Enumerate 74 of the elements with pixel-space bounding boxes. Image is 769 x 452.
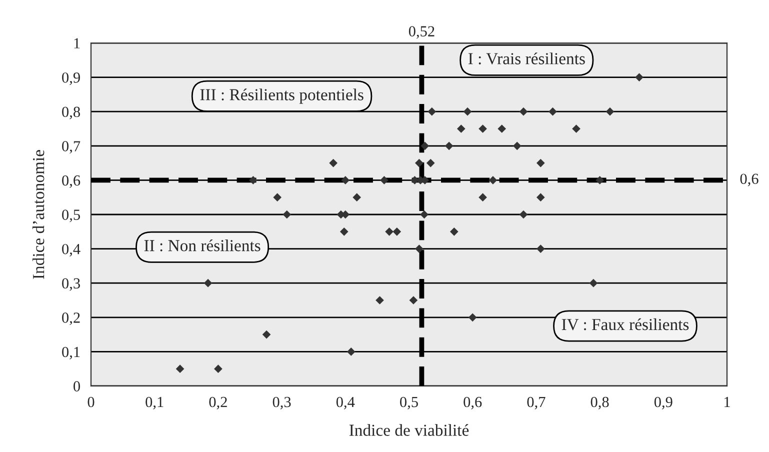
point: [478, 124, 487, 133]
point: [204, 278, 212, 288]
point: [329, 158, 338, 168]
annotation: IV : Faux résilients: [562, 318, 689, 330]
point: [262, 330, 271, 339]
point: [488, 176, 498, 184]
point: [572, 124, 580, 133]
point: [536, 158, 545, 168]
y-tick-label: 0: [74, 381, 80, 392]
y-tick-label: 0,1: [62, 346, 80, 360]
point: [415, 244, 424, 253]
x-tick-label: 1: [724, 396, 730, 408]
point: [519, 107, 528, 116]
point: [376, 296, 384, 304]
point: [536, 244, 545, 253]
point: [512, 142, 522, 150]
point: [519, 210, 528, 219]
point: [420, 142, 430, 150]
y-tick-label: 0,7: [62, 141, 80, 154]
x-tick-label: 0,5: [400, 396, 418, 410]
point: [468, 313, 477, 322]
point: [282, 210, 292, 219]
point: [426, 158, 435, 168]
point: [409, 296, 418, 304]
point: [596, 176, 604, 184]
ref-line-label: 0,52: [408, 26, 434, 39]
x-tick-label: 0,6: [464, 396, 482, 410]
point: [478, 193, 487, 202]
ref-line-label: 0,6: [740, 174, 758, 186]
x-tick-label: 0,7: [527, 396, 546, 410]
point: [444, 142, 454, 150]
point: [341, 176, 350, 184]
y-tick-label: 0,4: [62, 244, 80, 256]
point: [635, 73, 644, 82]
point: [352, 193, 362, 202]
point: [340, 227, 348, 236]
y-tick-label: 0,3: [62, 278, 80, 291]
annotation: III : Résilients potentiels: [200, 88, 364, 104]
point: [536, 193, 545, 202]
x-tick-label: 0,1: [146, 396, 164, 410]
y-tick-label: 0,9: [62, 72, 80, 85]
point: [415, 158, 424, 168]
point: [273, 193, 282, 202]
annotation: II : Non résilients: [144, 240, 260, 252]
point: [214, 364, 222, 374]
y-axis-title: Indice d’autonomie: [32, 150, 44, 279]
y-tick-label: 1: [74, 38, 80, 48]
point: [385, 227, 394, 236]
point: [498, 124, 506, 133]
point: [249, 176, 258, 184]
y-tick-label: 0,2: [62, 312, 80, 326]
x-tick-label: 0,9: [654, 396, 672, 410]
y-tick-label: 0,6: [62, 175, 80, 188]
point: [428, 107, 436, 116]
y-tick-label: 0,5: [62, 210, 80, 222]
x-axis-title: Indice de viabilité: [349, 424, 469, 436]
point: [606, 107, 614, 116]
x-tick-label: 0,3: [272, 396, 291, 410]
point: [346, 348, 356, 356]
point: [456, 124, 466, 133]
x-tick-label: 0,2: [209, 396, 227, 410]
point: [380, 176, 388, 184]
annotation: I : Vrais résilients: [468, 52, 585, 64]
point: [392, 227, 402, 236]
point: [548, 107, 557, 116]
point: [420, 210, 428, 219]
y-tick-label: 0,8: [62, 106, 80, 120]
point: [450, 227, 458, 236]
x-tick-label: 0: [88, 396, 94, 408]
x-tick-label: 0,4: [336, 396, 355, 410]
point: [463, 107, 472, 116]
point: [589, 278, 598, 288]
x-tick-label: 0,8: [590, 396, 609, 410]
point: [176, 364, 184, 374]
